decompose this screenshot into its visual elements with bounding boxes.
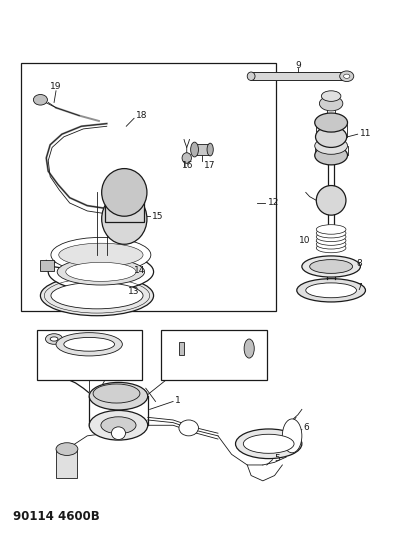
Ellipse shape xyxy=(340,71,354,82)
Text: 3: 3 xyxy=(99,368,105,377)
Ellipse shape xyxy=(247,72,255,80)
Ellipse shape xyxy=(315,113,347,132)
Ellipse shape xyxy=(315,138,347,154)
Text: 17: 17 xyxy=(204,161,215,171)
Text: 1: 1 xyxy=(175,396,181,405)
Bar xyxy=(195,144,210,155)
Ellipse shape xyxy=(89,410,148,440)
Bar xyxy=(179,342,184,355)
Text: 16: 16 xyxy=(182,161,194,171)
Ellipse shape xyxy=(102,168,147,216)
Ellipse shape xyxy=(207,143,213,156)
Ellipse shape xyxy=(316,239,346,249)
Bar xyxy=(21,63,277,311)
Ellipse shape xyxy=(57,259,145,285)
Ellipse shape xyxy=(89,382,148,410)
Ellipse shape xyxy=(316,225,346,234)
Text: 14: 14 xyxy=(134,266,145,275)
Ellipse shape xyxy=(112,427,125,440)
Ellipse shape xyxy=(101,417,136,434)
Text: 9: 9 xyxy=(295,61,301,70)
Text: 11: 11 xyxy=(360,128,371,138)
Bar xyxy=(251,72,348,80)
Text: 10: 10 xyxy=(299,236,310,245)
Ellipse shape xyxy=(244,339,254,358)
Ellipse shape xyxy=(56,333,122,356)
Bar xyxy=(162,330,267,380)
Text: 7: 7 xyxy=(356,283,362,292)
Text: 5: 5 xyxy=(275,454,280,463)
Ellipse shape xyxy=(179,420,198,436)
Ellipse shape xyxy=(310,260,353,273)
Ellipse shape xyxy=(51,237,151,272)
Ellipse shape xyxy=(306,283,356,298)
Ellipse shape xyxy=(316,126,347,148)
Ellipse shape xyxy=(59,243,143,266)
Text: 6: 6 xyxy=(304,423,310,432)
Ellipse shape xyxy=(297,279,365,302)
Text: 19: 19 xyxy=(50,82,62,91)
Bar xyxy=(40,260,54,271)
Text: 8: 8 xyxy=(356,259,362,268)
Ellipse shape xyxy=(316,185,346,215)
Ellipse shape xyxy=(50,337,58,341)
Ellipse shape xyxy=(40,276,154,316)
Text: 90114 4600B: 90114 4600B xyxy=(13,510,100,523)
Ellipse shape xyxy=(93,384,140,403)
Ellipse shape xyxy=(316,232,346,241)
Ellipse shape xyxy=(316,229,346,238)
Ellipse shape xyxy=(64,337,114,351)
Ellipse shape xyxy=(56,443,78,455)
Ellipse shape xyxy=(315,146,347,165)
Bar xyxy=(37,330,142,380)
Text: 18: 18 xyxy=(136,111,147,120)
Bar xyxy=(56,449,77,478)
Ellipse shape xyxy=(343,74,350,78)
Text: 12: 12 xyxy=(268,198,279,207)
Polygon shape xyxy=(105,192,144,222)
Ellipse shape xyxy=(102,193,147,244)
Ellipse shape xyxy=(33,94,48,105)
Ellipse shape xyxy=(302,256,360,277)
Ellipse shape xyxy=(282,419,302,453)
Ellipse shape xyxy=(316,243,346,253)
Ellipse shape xyxy=(51,282,143,309)
Text: 4: 4 xyxy=(40,335,46,344)
Ellipse shape xyxy=(182,153,191,163)
Text: 13: 13 xyxy=(128,287,140,296)
Ellipse shape xyxy=(320,96,343,111)
Ellipse shape xyxy=(316,236,346,245)
Text: 3: 3 xyxy=(167,335,173,344)
Ellipse shape xyxy=(48,253,154,291)
Ellipse shape xyxy=(191,142,198,157)
Ellipse shape xyxy=(46,334,62,344)
Text: 2: 2 xyxy=(86,330,92,339)
Ellipse shape xyxy=(66,262,136,281)
Text: 15: 15 xyxy=(152,212,163,221)
Ellipse shape xyxy=(321,91,341,101)
Ellipse shape xyxy=(243,434,294,454)
Ellipse shape xyxy=(235,429,302,458)
